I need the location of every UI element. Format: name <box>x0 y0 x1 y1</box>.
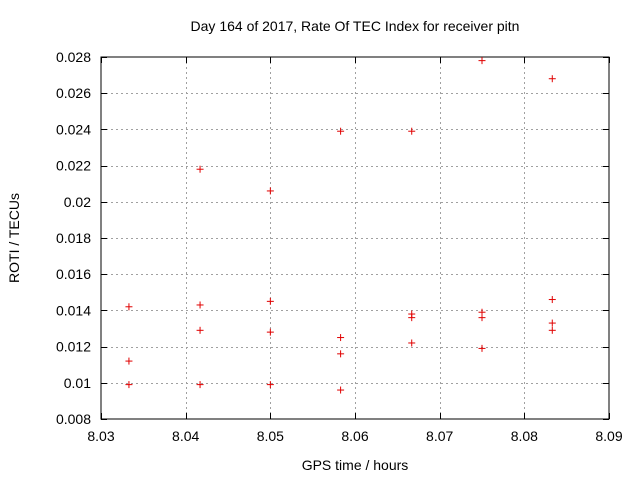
y-tick-label: 0.022 <box>56 158 91 174</box>
x-tick-label: 8.03 <box>87 428 114 444</box>
y-tick-label: 0.012 <box>56 339 91 355</box>
data-point <box>478 57 486 65</box>
x-tick-label: 8.05 <box>257 428 284 444</box>
y-axis-label: ROTI / TECUs <box>6 193 22 283</box>
y-tick-labels: 0.008 0.01 0.012 0.014 0.016 0.018 0.02 0.022 0.… <box>56 49 91 427</box>
y-tick-label: 0.01 <box>64 375 91 391</box>
y-tick-label: 0.024 <box>56 121 91 137</box>
y-tick-label: 0.02 <box>64 194 91 210</box>
y-tick-label: 0.016 <box>56 266 91 282</box>
data-point <box>548 326 556 334</box>
axis-ticks <box>101 57 610 420</box>
data-point <box>196 326 204 334</box>
data-point <box>337 350 345 358</box>
data-point <box>266 187 274 195</box>
y-tick-label: 0.028 <box>56 49 91 65</box>
data-point <box>478 314 486 322</box>
data-point <box>196 165 204 173</box>
x-tick-label: 8.09 <box>595 428 622 444</box>
data-point <box>125 357 133 365</box>
x-tick-labels: 8.03 8.04 8.05 8.06 8.07 8.08 8.09 <box>87 428 622 444</box>
data-point <box>125 381 133 389</box>
data-point <box>196 381 204 389</box>
data-point <box>266 328 274 336</box>
data-point <box>125 303 133 311</box>
data-points <box>125 57 556 394</box>
y-tick-label: 0.018 <box>56 230 91 246</box>
data-point <box>408 127 416 135</box>
y-tick-label: 0.008 <box>56 411 91 427</box>
x-axis-label: GPS time / hours <box>302 457 409 473</box>
data-point <box>266 381 274 389</box>
x-tick-label: 8.08 <box>511 428 538 444</box>
data-point <box>408 314 416 322</box>
data-point <box>337 334 345 342</box>
x-tick-label: 8.07 <box>426 428 453 444</box>
chart-title: Day 164 of 2017, Rate Of TEC Index for r… <box>191 18 520 34</box>
y-tick-label: 0.014 <box>56 302 91 318</box>
data-point <box>478 344 486 352</box>
data-point <box>196 301 204 309</box>
data-point <box>337 127 345 135</box>
x-tick-label: 8.04 <box>172 428 199 444</box>
y-tick-label: 0.026 <box>56 85 91 101</box>
data-point <box>337 386 345 394</box>
data-point <box>548 296 556 304</box>
data-point <box>548 319 556 327</box>
grid-lines <box>101 57 609 419</box>
data-point <box>408 339 416 347</box>
data-point <box>266 297 274 305</box>
data-point <box>548 75 556 83</box>
x-tick-label: 8.06 <box>341 428 368 444</box>
